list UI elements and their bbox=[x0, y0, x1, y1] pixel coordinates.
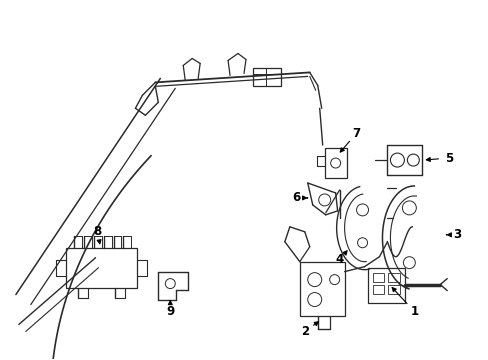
Circle shape bbox=[407, 154, 419, 166]
Text: 6: 6 bbox=[292, 192, 300, 204]
Circle shape bbox=[329, 275, 339, 285]
Bar bbox=[65, 248, 137, 288]
Circle shape bbox=[403, 257, 414, 269]
Circle shape bbox=[389, 153, 404, 167]
Bar bbox=[367, 268, 405, 302]
Text: 7: 7 bbox=[352, 127, 360, 140]
Text: 3: 3 bbox=[452, 228, 460, 241]
Text: 1: 1 bbox=[409, 305, 418, 318]
Text: 2: 2 bbox=[300, 325, 308, 338]
Circle shape bbox=[307, 273, 321, 287]
Text: 5: 5 bbox=[444, 152, 452, 165]
Bar bbox=[252, 68, 280, 86]
Text: 8: 8 bbox=[93, 225, 102, 238]
Bar bbox=[372, 273, 384, 282]
Circle shape bbox=[318, 194, 330, 206]
Circle shape bbox=[330, 158, 340, 168]
Circle shape bbox=[402, 201, 415, 215]
Bar bbox=[372, 285, 384, 293]
Bar bbox=[324, 148, 346, 178]
Circle shape bbox=[357, 238, 367, 248]
Circle shape bbox=[307, 293, 321, 306]
Bar bbox=[387, 285, 400, 293]
Text: 9: 9 bbox=[166, 305, 174, 318]
Text: 4: 4 bbox=[335, 253, 343, 266]
Bar bbox=[387, 273, 400, 282]
Bar bbox=[299, 262, 344, 316]
Circle shape bbox=[356, 204, 368, 216]
Circle shape bbox=[165, 279, 175, 289]
